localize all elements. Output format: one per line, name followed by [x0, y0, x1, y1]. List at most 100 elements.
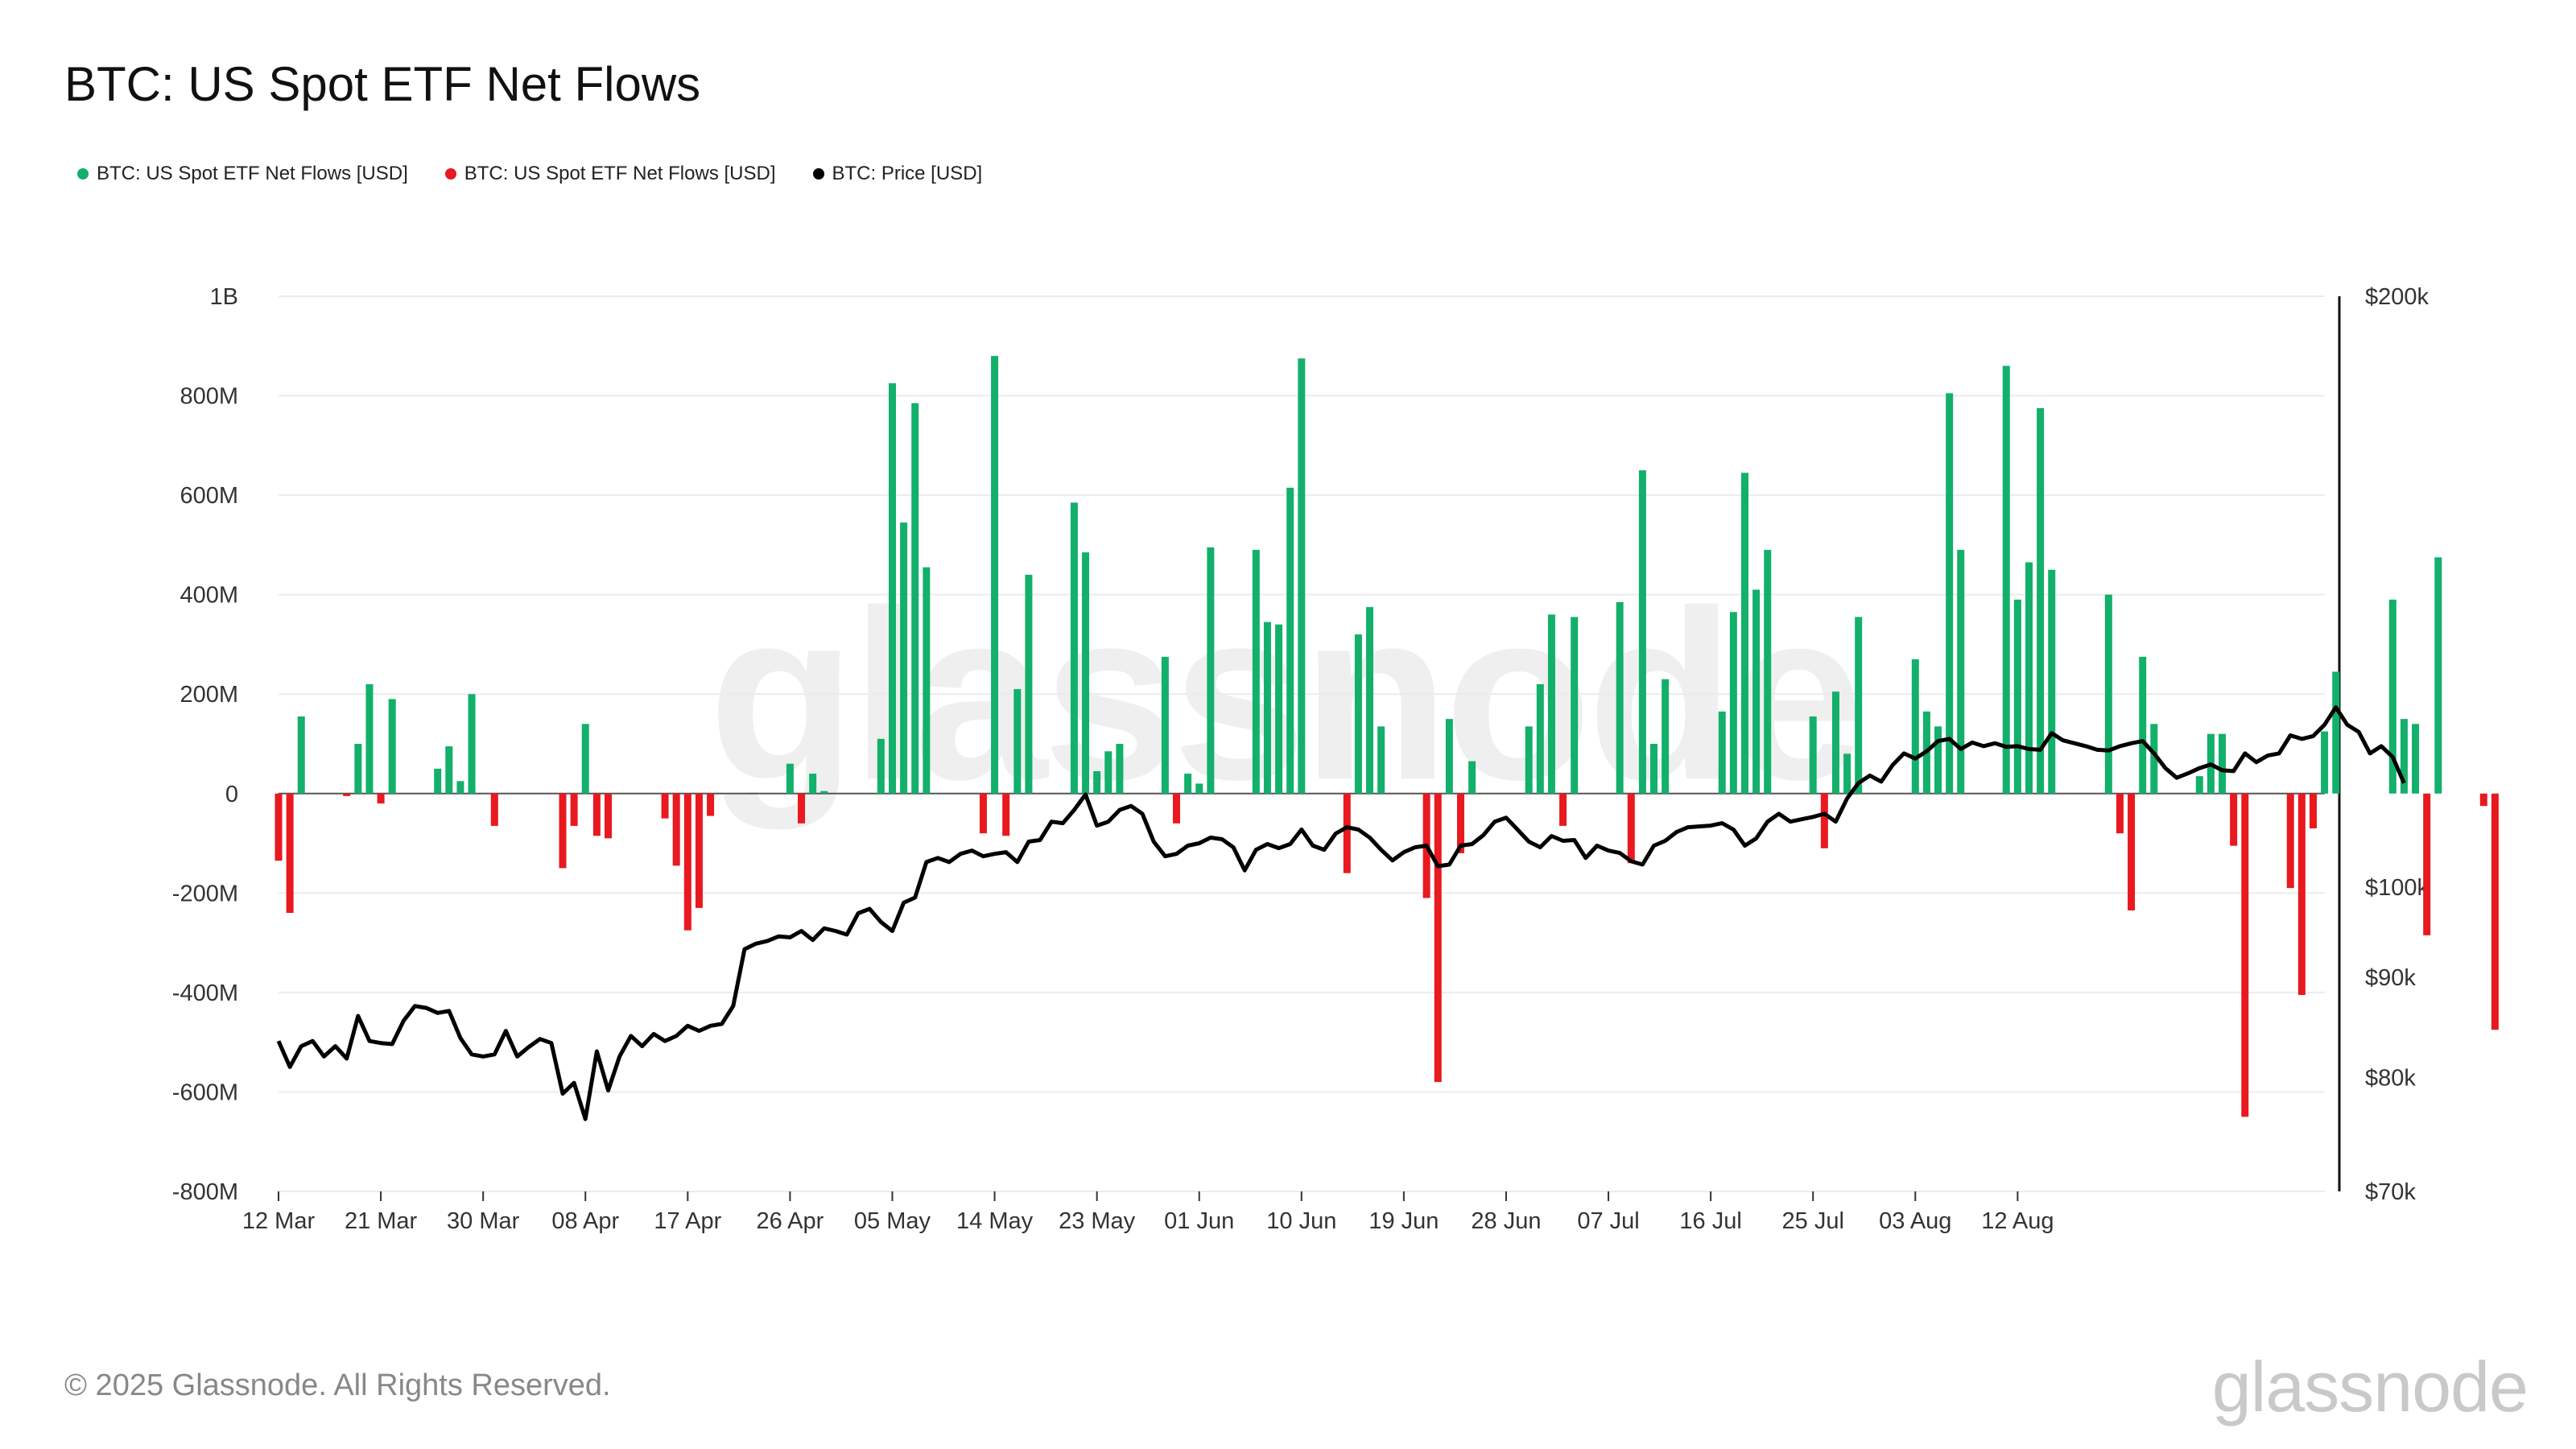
inflow-bar	[445, 746, 453, 794]
y2-tick-label: $100k	[2365, 875, 2429, 901]
inflow-bar	[1093, 770, 1101, 794]
inflow-bar	[1275, 624, 1283, 794]
inflow-bar	[1718, 711, 1726, 794]
y-tick-label: 600M	[180, 483, 238, 509]
inflow-bar	[1207, 547, 1215, 794]
x-tick-label: 03 Aug	[1879, 1208, 1951, 1234]
inflow-bar	[2025, 562, 2033, 794]
y2-tick-label: $80k	[2365, 1066, 2416, 1092]
x-tick-label: 10 Jun	[1266, 1208, 1336, 1234]
inflow-bar	[1366, 607, 1374, 794]
inflow-bar	[820, 791, 828, 794]
inflow-bar	[434, 768, 442, 794]
inflow-bar	[2048, 569, 2056, 794]
inflow-bar	[297, 716, 305, 794]
inflow-bar	[2195, 776, 2203, 794]
inflow-bar	[1445, 719, 1453, 794]
inflow-bar	[786, 763, 794, 794]
inflow-bar	[809, 774, 817, 794]
y-tick-label: 400M	[180, 583, 238, 609]
inflow-bar	[2013, 599, 2021, 794]
outflow-bar	[1434, 793, 1442, 1083]
y2-tick-label: $90k	[2365, 965, 2416, 991]
outflow-bar	[1456, 793, 1464, 853]
inflow-bar	[1252, 550, 1260, 794]
y-tick-label: -200M	[172, 881, 238, 906]
outflow-bar	[2286, 793, 2294, 889]
outflow-bar	[490, 793, 498, 826]
outflow-bar	[559, 793, 567, 869]
inflow-bar	[1286, 487, 1294, 794]
brand-logo: glassnode	[2211, 1347, 2529, 1426]
outflow-bar	[1172, 793, 1180, 824]
x-tick-label: 25 Jul	[1782, 1208, 1844, 1234]
x-tick-label: 17 Apr	[654, 1208, 721, 1234]
outflow-bar	[592, 793, 601, 836]
x-tick-label: 12 Aug	[1981, 1208, 2054, 1234]
outflow-bar	[604, 793, 612, 839]
outflow-bar	[798, 793, 806, 824]
x-tick-label: 12 Mar	[242, 1208, 316, 1234]
inflow-bar	[1547, 614, 1555, 794]
inflow-bar	[1013, 689, 1022, 794]
inflow-bar	[1070, 502, 1078, 794]
outflow-bar	[1559, 793, 1567, 826]
inflow-bar	[2400, 719, 2408, 794]
inflow-bar	[1740, 473, 1748, 794]
inflow-bar	[1957, 550, 1965, 794]
inflow-bar	[1831, 691, 1839, 794]
inflow-bar	[1650, 744, 1658, 794]
inflow-bar	[2002, 365, 2010, 794]
outflow-bar	[683, 793, 691, 931]
outflow-bar	[286, 793, 294, 914]
inflow-bar	[2037, 408, 2045, 794]
outflow-bar	[1627, 793, 1635, 864]
inflow-bar	[1184, 774, 1192, 794]
x-tick-label: 19 Jun	[1368, 1208, 1439, 1234]
inflow-bar	[1161, 656, 1169, 794]
outflow-bar	[275, 793, 283, 861]
outflow-bar	[1002, 793, 1010, 836]
inflow-bar	[888, 383, 896, 794]
inflow-bar	[1752, 589, 1761, 794]
legend-label-inflows: BTC: US Spot ETF Net Flows [USD]	[97, 163, 408, 184]
price-line	[276, 705, 2406, 1121]
legend-dot-outflows	[444, 168, 456, 180]
outflow-bar	[2116, 793, 2124, 834]
inflow-bar	[877, 738, 885, 794]
outflow-bar	[2309, 793, 2317, 829]
inflow-bar	[1263, 621, 1271, 794]
legend-label-outflows: BTC: US Spot ETF Net Flows [USD]	[464, 163, 776, 184]
inflow-bar	[456, 781, 464, 794]
y-tick-label: 1B	[210, 284, 238, 310]
inflow-bar	[1525, 726, 1533, 794]
legend-dot-price	[812, 168, 824, 180]
x-tick-label: 23 May	[1059, 1208, 1136, 1234]
outflow-bar	[1343, 793, 1351, 873]
outflow-bar	[343, 793, 351, 796]
legend: BTC: US Spot ETF Net Flows [USD] BTC: US…	[77, 163, 982, 185]
inflow-bar	[1764, 550, 1772, 794]
outflow-bar	[695, 793, 703, 908]
inflow-bar	[1025, 574, 1033, 794]
y-tick-label: 0	[225, 782, 238, 807]
inflow-bar	[1195, 783, 1203, 794]
outflow-bar	[570, 793, 578, 826]
inflow-bar	[1468, 761, 1476, 794]
legend-item-price[interactable]: BTC: Price [USD]	[812, 163, 982, 185]
inflow-bar	[1638, 470, 1646, 794]
x-tick-label: 30 Mar	[447, 1208, 520, 1234]
inflow-bar	[1571, 617, 1579, 794]
legend-item-inflows[interactable]: BTC: US Spot ETF Net Flows [USD]	[77, 163, 408, 185]
x-tick-label: 16 Jul	[1679, 1208, 1741, 1234]
inflow-bar	[2388, 599, 2396, 794]
inflow-bar	[900, 522, 908, 794]
inflow-bar	[1729, 612, 1737, 794]
x-tick-label: 01 Jun	[1164, 1208, 1234, 1234]
y-tick-label: -400M	[172, 980, 238, 1006]
legend-item-outflows[interactable]: BTC: US Spot ETF Net Flows [USD]	[444, 163, 776, 185]
outflow-bar	[2128, 793, 2136, 910]
inflow-bar	[2139, 656, 2147, 794]
inflow-bar	[1843, 753, 1852, 794]
